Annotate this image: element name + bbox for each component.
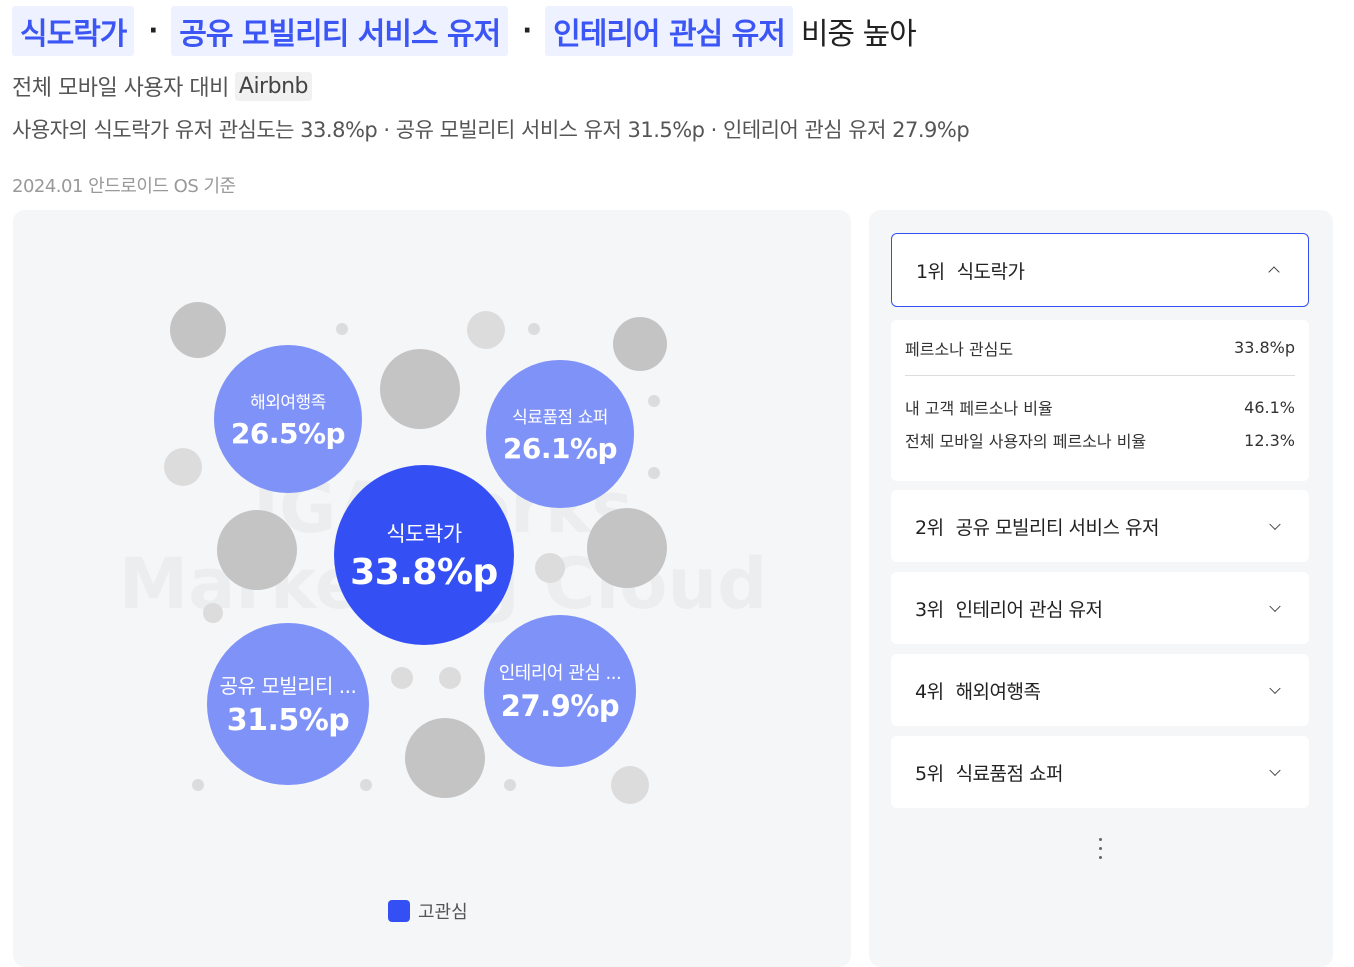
- legend-label: 고관심: [418, 902, 468, 923]
- decorative-dot: [504, 779, 516, 791]
- detail-value: 46.1%: [1244, 397, 1295, 417]
- date-basis: 2024.01 안드로이드 OS 기준: [12, 176, 236, 197]
- decorative-dot: [405, 718, 485, 798]
- decorative-dot: [192, 779, 204, 791]
- decorative-dot: [613, 317, 667, 371]
- bubble-value: 31.5%p: [226, 702, 350, 738]
- rank-item-1-detail: 페르소나 관심도 33.8%p 내 고객 페르소나 비율 46.1% 전체 모바…: [891, 320, 1309, 481]
- vertical-dots-icon[interactable]: [1097, 838, 1103, 859]
- bubble-0[interactable]: 식도락가 33.8%p: [334, 465, 514, 645]
- rank-number: 5위: [915, 762, 944, 785]
- decorative-dot: [360, 779, 372, 791]
- rank-number: 4위: [915, 680, 944, 703]
- chart-legend: 고관심: [388, 898, 468, 924]
- rank-item-5[interactable]: 5위 식료품점 쇼퍼: [891, 736, 1309, 808]
- chevron-down-icon[interactable]: [1269, 682, 1281, 695]
- chevron-down-icon[interactable]: [1269, 600, 1281, 613]
- detail-value: 33.8%p: [1234, 338, 1295, 357]
- rank-name: 식료품점 쇼퍼: [955, 762, 1064, 785]
- bubble-2[interactable]: 인테리어 관심 ... 27.9%p: [483, 614, 637, 768]
- headline-chip-3: 인테리어 관심 유저: [545, 6, 793, 56]
- detail-label: 전체 모바일 사용자의 페르소나 비율: [905, 432, 1147, 451]
- rank-number: 2위: [915, 516, 944, 539]
- bubble-value: 26.5%p: [230, 416, 346, 450]
- decorative-dot: [587, 508, 667, 588]
- bubble-value: 27.9%p: [500, 688, 620, 723]
- bubble-3[interactable]: 해외여행족 26.5%p: [213, 344, 363, 494]
- brand-badge: Airbnb: [234, 71, 312, 101]
- decorative-dot: [439, 667, 461, 689]
- headline-chip-1: 식도락가: [12, 6, 135, 56]
- decorative-dot: [203, 603, 223, 623]
- rank-number: 1위: [916, 260, 945, 283]
- bubble-1[interactable]: 공유 모빌리티 ... 31.5%p: [207, 623, 369, 785]
- rank-name: 해외여행족: [955, 680, 1041, 703]
- headline-separator-2: ·: [522, 16, 532, 46]
- rank-item-3[interactable]: 3위 인테리어 관심 유저: [891, 572, 1309, 644]
- headline: 식도락가 · 공유 모빌리티 서비스 유저 · 인테리어 관심 유저 비중 높아: [12, 6, 917, 56]
- detail-row-my-customers: 내 고객 페르소나 비율 46.1%: [905, 392, 1295, 422]
- rank-number: 3위: [915, 598, 944, 621]
- rank-name: 식도락가: [956, 260, 1025, 283]
- decorative-dot: [336, 323, 348, 335]
- bubble-chart-panel: IGAWorks Marketing Cloud 식도락가 33.8%p 공유 …: [13, 210, 851, 967]
- chevron-down-icon[interactable]: [1269, 764, 1281, 777]
- decorative-dot: [217, 510, 297, 590]
- detail-label: 페르소나 관심도: [905, 339, 1014, 359]
- headline-separator-1: ·: [148, 16, 158, 46]
- headline-tail: 비중 높아: [800, 17, 917, 52]
- bubble-value: 33.8%p: [350, 551, 498, 593]
- decorative-dot: [535, 553, 565, 583]
- rank-name: 공유 모빌리티 서비스 유저: [955, 516, 1160, 539]
- decorative-dot: [611, 766, 649, 804]
- detail-row-interest: 페르소나 관심도 33.8%p: [905, 320, 1295, 376]
- decorative-dot: [391, 667, 413, 689]
- bubble-label: 해외여행족: [250, 392, 326, 413]
- subline-text: 전체 모바일 사용자 대비: [12, 76, 229, 101]
- decorative-dot: [648, 467, 660, 479]
- detail-row-all-users: 전체 모바일 사용자의 페르소나 비율 12.3%: [905, 422, 1295, 458]
- bubble-4[interactable]: 식료품점 쇼퍼 26.1%p: [486, 360, 634, 508]
- decorative-dot: [164, 448, 202, 486]
- subline: 전체 모바일 사용자 대비 Airbnb: [12, 70, 312, 102]
- headline-chip-2: 공유 모빌리티 서비스 유저: [171, 6, 509, 56]
- bubble-value: 26.1%p: [502, 431, 618, 465]
- rank-item-4[interactable]: 4위 해외여행족: [891, 654, 1309, 726]
- decorative-dot: [380, 349, 460, 429]
- chevron-down-icon[interactable]: [1269, 518, 1281, 531]
- rank-item-2[interactable]: 2위 공유 모빌리티 서비스 유저: [891, 490, 1309, 562]
- bubble-label: 인테리어 관심 ...: [498, 662, 622, 684]
- bubble-label: 식료품점 쇼퍼: [512, 407, 608, 428]
- detail-label: 내 고객 페르소나 비율: [905, 399, 1053, 418]
- chevron-up-icon[interactable]: [1268, 266, 1280, 278]
- interest-summary: 사용자의 식도락가 유저 관심도는 33.8%p · 공유 모빌리티 서비스 유…: [12, 118, 970, 142]
- ranking-panel: 1위 식도락가 페르소나 관심도 33.8%p 내 고객 페르소나 비율 46.…: [869, 210, 1333, 967]
- rank-item-1[interactable]: 1위 식도락가: [891, 233, 1309, 307]
- detail-value: 12.3%: [1244, 430, 1295, 450]
- decorative-dot: [648, 395, 660, 407]
- decorative-dot: [528, 323, 540, 335]
- bubble-label: 공유 모빌리티 ...: [219, 673, 357, 698]
- legend-swatch: [388, 900, 410, 922]
- bubble-label: 식도락가: [386, 521, 462, 546]
- decorative-dot: [170, 302, 226, 358]
- decorative-dot: [467, 311, 505, 349]
- rank-name: 인테리어 관심 유저: [955, 598, 1103, 621]
